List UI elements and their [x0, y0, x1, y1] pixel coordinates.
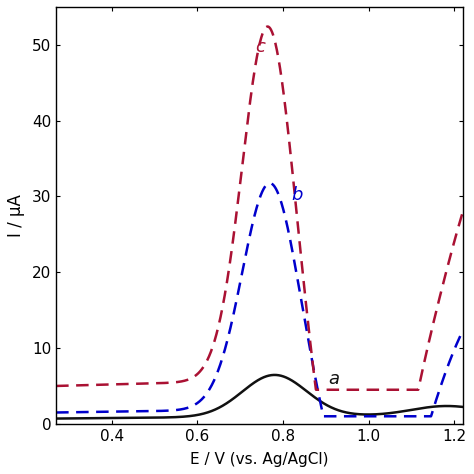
Text: c: c: [255, 38, 265, 56]
Text: a: a: [328, 371, 339, 389]
Text: b: b: [292, 186, 303, 204]
Y-axis label: I / μA: I / μA: [7, 194, 25, 237]
X-axis label: E / V (vs. Ag/AgCl): E / V (vs. Ag/AgCl): [190, 452, 328, 467]
